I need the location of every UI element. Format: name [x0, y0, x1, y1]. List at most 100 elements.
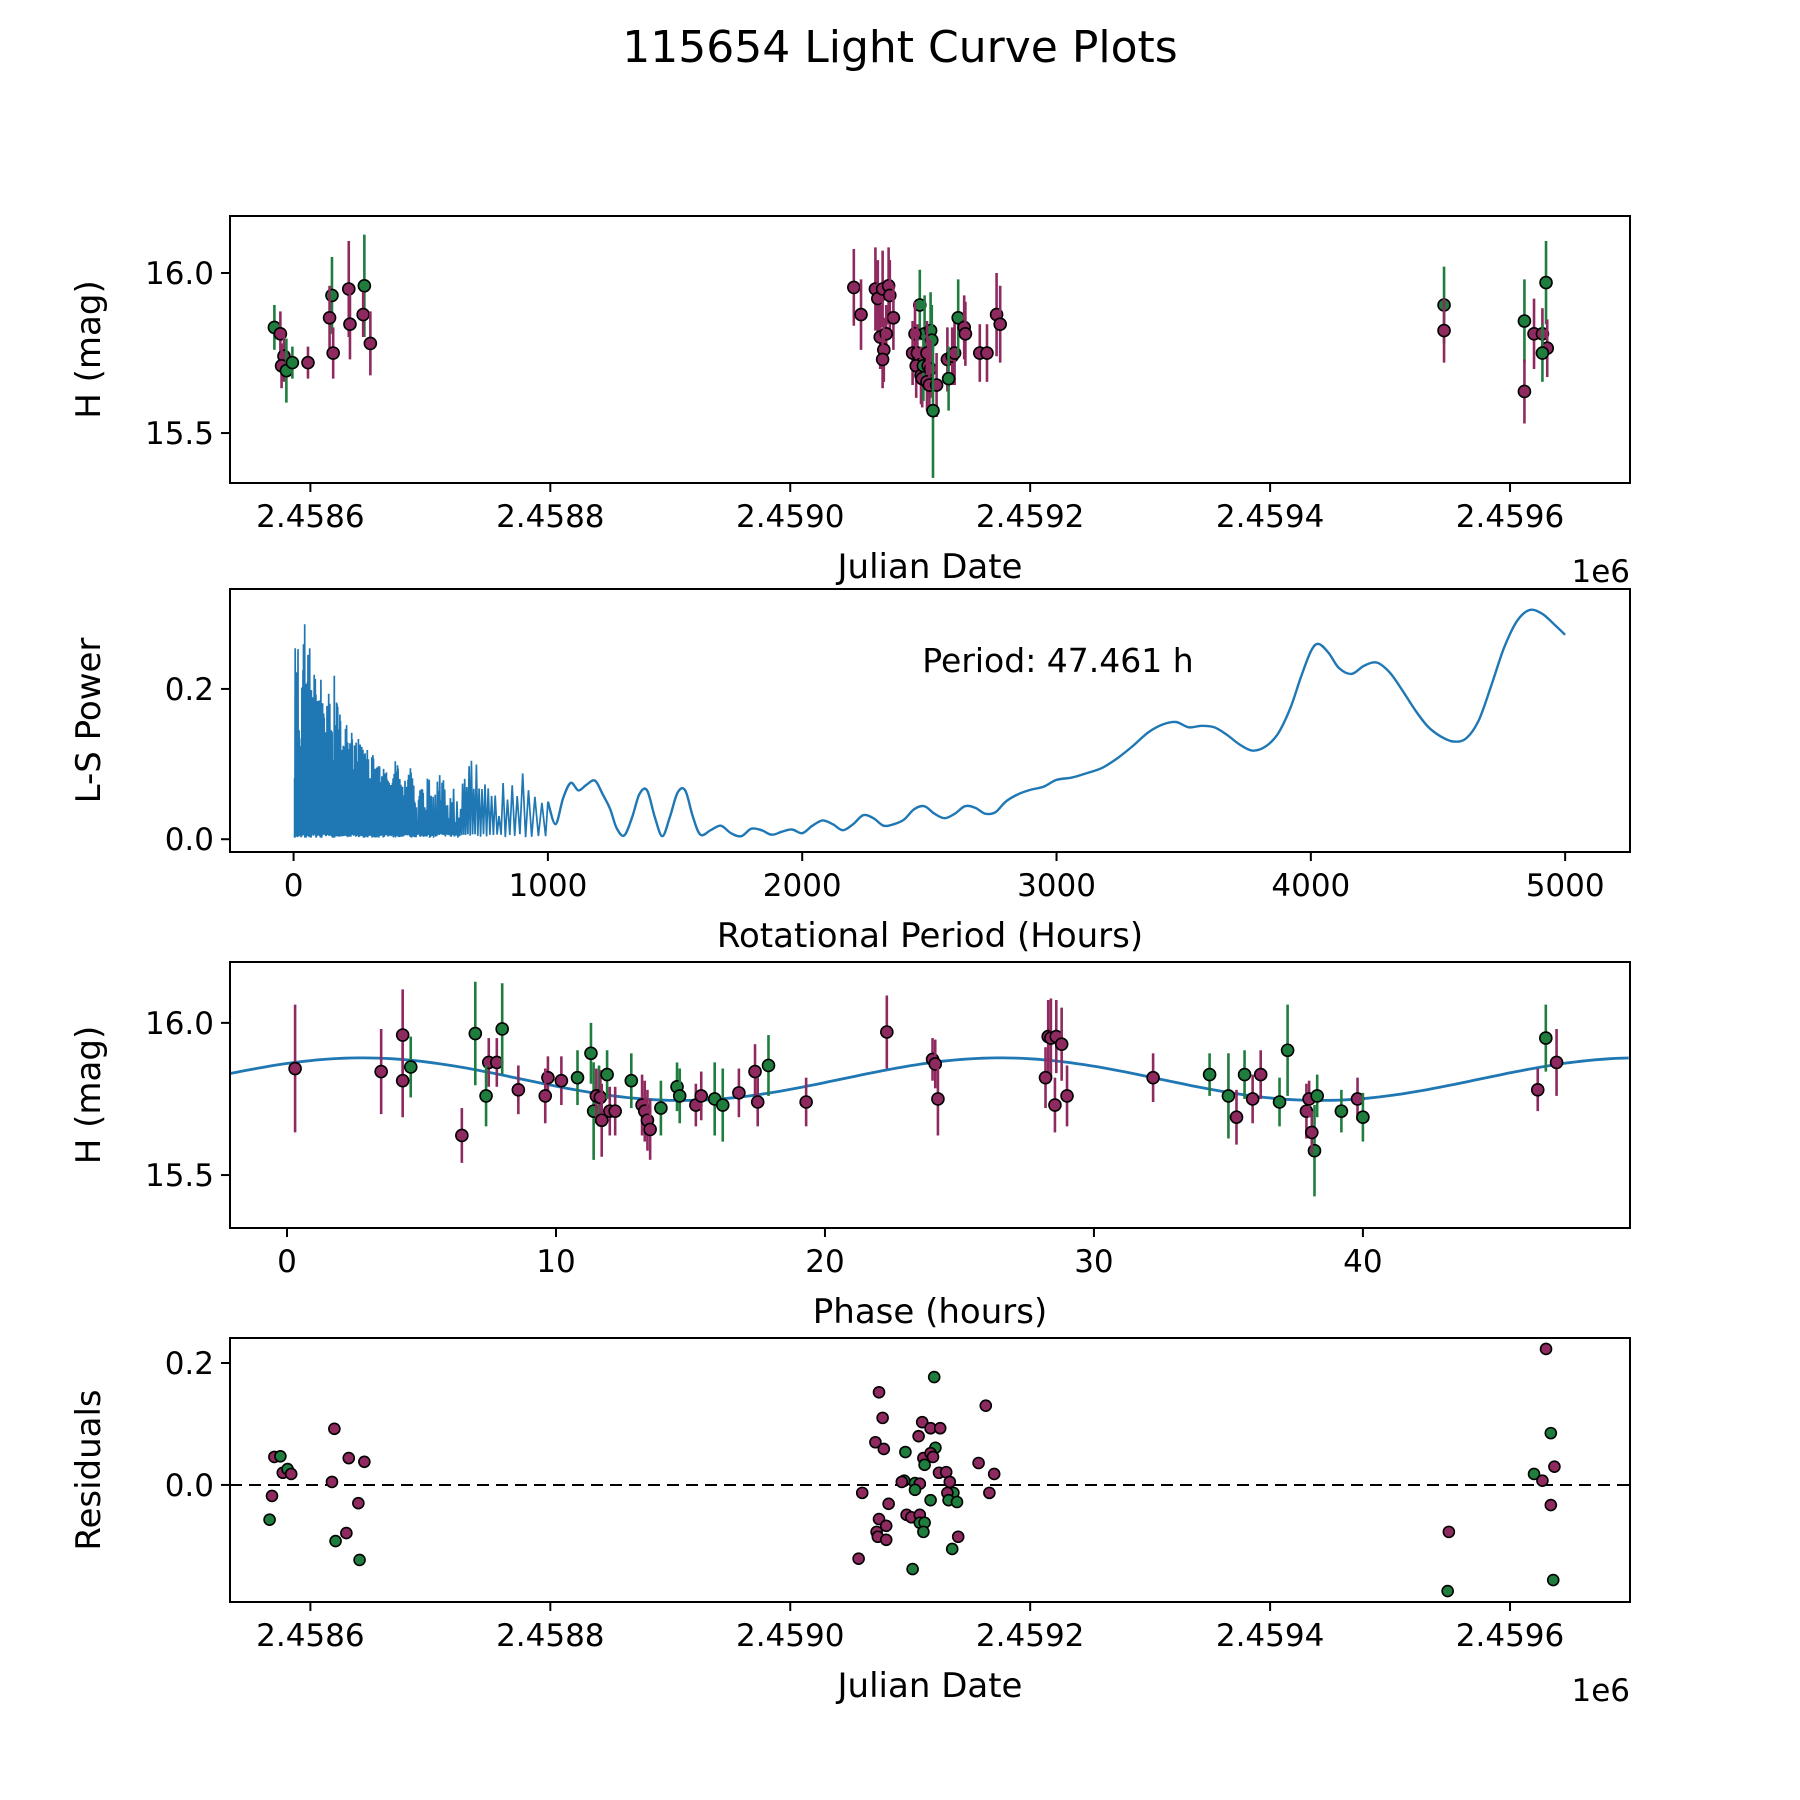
x-tick-label: 2.4594 [1216, 499, 1324, 535]
data-point [852, 1552, 865, 1566]
data-point [972, 1456, 985, 1470]
data-point [799, 1095, 813, 1109]
data-point [1245, 1092, 1260, 1106]
data-point [608, 1104, 622, 1118]
data-point [495, 1022, 509, 1036]
data-point [876, 1411, 889, 1425]
data-point [328, 1422, 341, 1436]
data-point [284, 1467, 298, 1481]
panel-periodogram: 0 1000 2000 3000 4000 5000 0.0 0.2 Rotational Pe… [69, 588, 1631, 956]
data-point [761, 1058, 776, 1073]
x-axis-label: Julian Date [836, 1666, 1023, 1706]
x-tick-label: 2.4588 [496, 1618, 604, 1654]
data-point [987, 1467, 1001, 1481]
data-point [643, 1122, 657, 1137]
y-axis-label: H (mag) [69, 280, 109, 418]
data-point [979, 1399, 993, 1412]
data-point [624, 1073, 639, 1088]
data-point [541, 1070, 555, 1085]
data-point [1307, 1143, 1322, 1158]
data-point [917, 1525, 930, 1539]
x-tick-label: 0 [284, 868, 304, 904]
y-tick-label: 15.5 [145, 416, 214, 452]
data-point [654, 1101, 668, 1115]
data-point [554, 1073, 569, 1088]
data-point [899, 1445, 912, 1459]
axes-frame [229, 588, 1631, 853]
data-point [715, 1098, 730, 1112]
data-point [600, 1067, 614, 1082]
data-point [1146, 1070, 1160, 1085]
x-axis-label: Rotational Period (Hours) [717, 916, 1143, 956]
data-point [1539, 275, 1553, 290]
data-point [468, 1026, 483, 1041]
data-point [748, 1064, 762, 1079]
data-point [1237, 1067, 1252, 1082]
data-point [1229, 1110, 1244, 1125]
x-tick-label: 10 [536, 1244, 575, 1280]
data-point [943, 1475, 957, 1489]
data-point [933, 1421, 947, 1435]
data-point [1221, 1089, 1236, 1103]
x-tick-label: 3000 [1017, 868, 1096, 904]
data-point [1442, 1525, 1456, 1539]
data-point [1356, 1110, 1370, 1125]
x-tick-label: 2.4588 [496, 499, 604, 535]
data-point [1054, 1037, 1069, 1051]
axes-frame [229, 215, 1631, 484]
x-tick-label: 40 [1343, 1244, 1382, 1280]
data-point [882, 1497, 895, 1511]
data-point [265, 1489, 279, 1503]
data-point [918, 1458, 931, 1472]
y-tick-label: 15.5 [145, 1158, 214, 1194]
data-point [983, 1486, 996, 1500]
periodogram-noise [293, 624, 549, 838]
data-point [906, 1562, 919, 1576]
x-axis-offset-label: 1e6 [1571, 554, 1630, 590]
panel-jd-mag: 2.4586 2.4588 2.4590 2.4592 2.4594 2.4596 15.5… [69, 215, 1631, 590]
data-point [274, 1449, 287, 1463]
data-point [931, 1092, 945, 1106]
data-point [301, 355, 315, 370]
data-point [1280, 1043, 1295, 1058]
data-point [951, 1530, 965, 1544]
data-point [1544, 1498, 1558, 1512]
data-point [958, 327, 973, 341]
data-point [1546, 1573, 1560, 1587]
data-point [1038, 1070, 1053, 1085]
data-point [1048, 1098, 1062, 1112]
data-point [694, 1089, 709, 1103]
x-tick-label: 2.4590 [736, 1618, 844, 1654]
data-point [941, 371, 956, 386]
y-tick-label: 0.0 [165, 822, 214, 858]
y-tick-label: 0.0 [165, 1468, 214, 1504]
y-tick-label: 0.2 [165, 672, 214, 708]
data-point [593, 1090, 608, 1105]
data-point [1517, 384, 1532, 399]
data-point [1549, 1055, 1564, 1070]
data-point [879, 1533, 893, 1547]
data-point [511, 1083, 526, 1097]
data-point [993, 317, 1007, 332]
x-tick-label: 30 [1074, 1244, 1113, 1280]
data-point [288, 1061, 302, 1076]
axes-frame [229, 961, 1631, 1229]
data-point [1527, 1467, 1541, 1481]
data-point [945, 1542, 959, 1556]
x-tick-label: 20 [805, 1244, 844, 1280]
period-annotation: Period: 47.461 h [922, 641, 1193, 680]
data-point [915, 1415, 929, 1429]
data-point [329, 1534, 342, 1548]
periodogram-curve [546, 608, 1566, 838]
panel-residuals: 2.4586 2.4588 2.4590 2.4592 2.4594 2.4596 0.0 0… [69, 1337, 1631, 1709]
data-point [1441, 1584, 1454, 1598]
data-point [672, 1089, 687, 1103]
data-point [875, 352, 890, 367]
data-point [584, 1046, 598, 1061]
data-point [342, 1451, 356, 1465]
data-point [880, 1025, 894, 1039]
data-point [1548, 1460, 1561, 1473]
data-point [325, 1475, 339, 1489]
data-point [926, 1450, 940, 1464]
